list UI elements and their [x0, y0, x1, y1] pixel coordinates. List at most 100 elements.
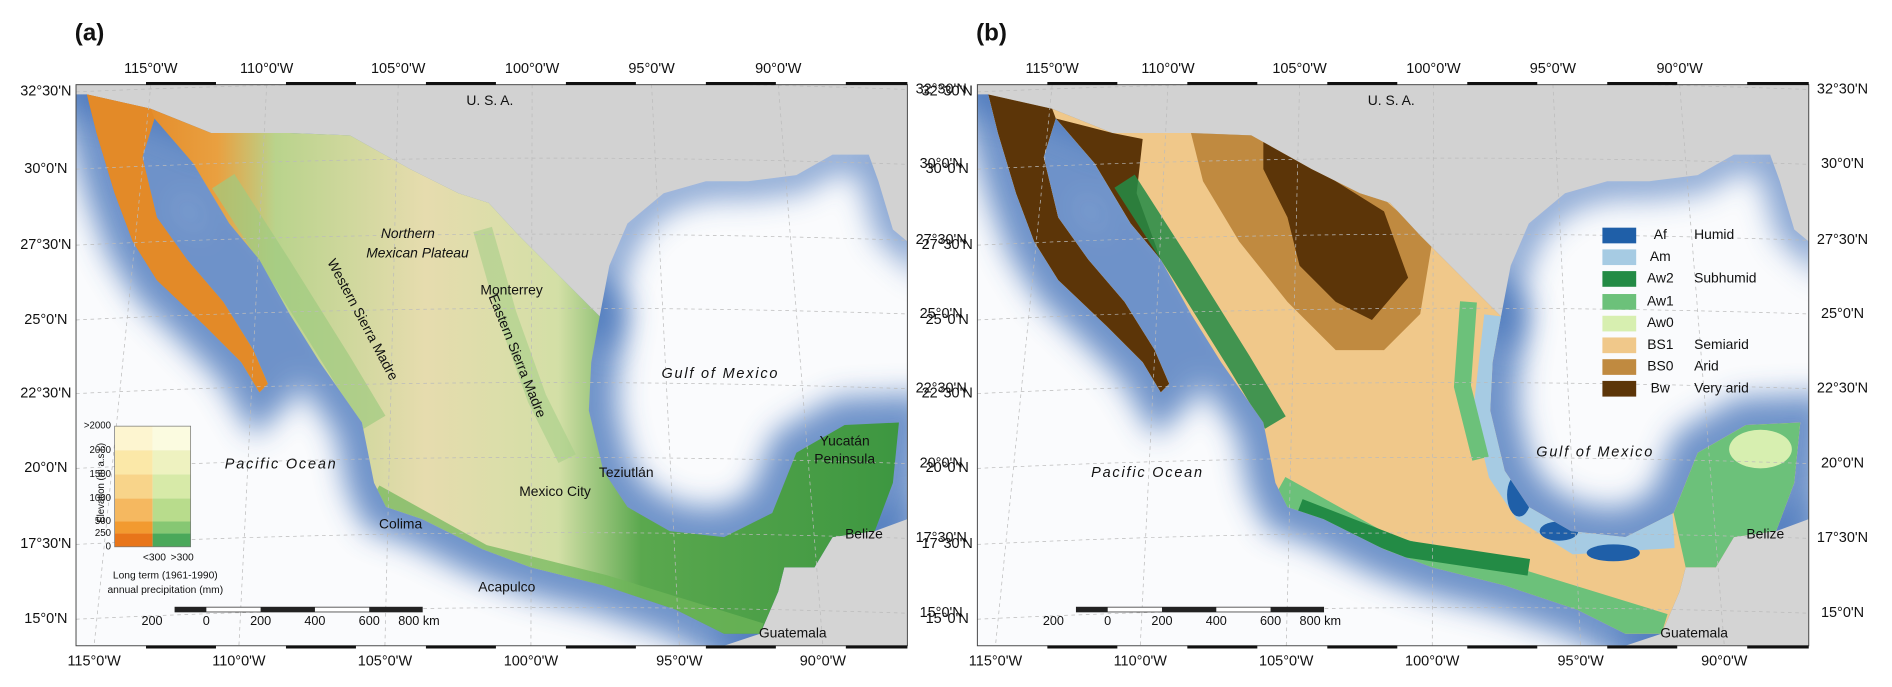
panel-label: (a)	[75, 19, 105, 46]
lon-tick-label: 110°0'W	[1141, 61, 1195, 77]
mexico-elevation	[86, 94, 899, 634]
lat-tick-label: 30°0'N	[1821, 156, 1864, 172]
legend-swatch	[1602, 249, 1637, 266]
lat-tick-label: 27°30'N	[20, 237, 71, 253]
scale-bar-segment	[174, 607, 207, 612]
lon-tick-label: 90°0'W	[755, 61, 802, 77]
legend-swatch	[152, 426, 191, 451]
place-label: Teziutlán	[599, 464, 654, 480]
graticule	[76, 84, 908, 93]
graticule	[76, 307, 908, 321]
central-america	[723, 519, 908, 646]
legend-swatch	[114, 450, 153, 475]
graticule	[76, 456, 908, 469]
place-label: U. S. A.	[466, 92, 513, 108]
lat-tick-label: 15°0'N	[24, 611, 67, 627]
scale-label: 600	[1260, 614, 1281, 628]
lon-tick-label: 90°0'W	[1656, 61, 1703, 77]
map-panel: (b) 115°0'W 110°0'W 105°0'W 100°0'W 95°0'W 90°…	[922, 19, 1869, 669]
place-label: Belize	[1746, 525, 1784, 541]
lat-tick-label: 27°30'N	[916, 232, 967, 248]
graticule	[76, 607, 908, 620]
legend-swatch	[152, 450, 191, 475]
place-label: Yucatán	[820, 432, 870, 448]
scale-label: 800 km	[398, 614, 440, 628]
lon-tick-label: 105°0'W	[358, 653, 413, 669]
place-label: Mexican Plateau	[366, 244, 469, 260]
map	[977, 84, 1809, 646]
zone-very-arid	[1055, 118, 1161, 260]
graticule	[977, 607, 1809, 620]
legend-swatch	[1602, 271, 1637, 287]
lat-tick-label: 32°30'N	[20, 84, 71, 100]
legend-caption: Long term (1961-1990)	[113, 570, 218, 581]
usa	[76, 84, 908, 317]
lon-tick-label: 95°0'W	[1530, 61, 1577, 77]
scale-label: 200	[1043, 614, 1064, 628]
lat-tick-label: 32°30'N	[922, 84, 973, 100]
lat-tick-label: 22°30'N	[20, 385, 71, 401]
place-label: Mexico City	[519, 483, 591, 499]
legend-swatch	[1602, 227, 1637, 244]
legend-code: Am	[1650, 248, 1671, 264]
lat-tick-label: 20°0'N	[1821, 455, 1864, 471]
scale-label: 800 km	[1300, 614, 1342, 628]
lon-tick-label: 105°0'W	[371, 61, 426, 77]
zone-very-arid	[988, 94, 1170, 393]
legend-swatch	[1602, 337, 1637, 354]
lat-tick-label: 17°30'N	[922, 536, 973, 552]
scale-bar-segment	[260, 607, 315, 612]
lat-tick-label: 30°0'N	[920, 156, 963, 172]
legend-group: Semiarid	[1694, 336, 1749, 352]
legend-swatch	[114, 498, 153, 522]
scale-label: 200	[1151, 614, 1172, 628]
zone-subhumid	[1296, 499, 1531, 576]
scale-bar-segment	[1270, 607, 1324, 612]
scale-label: 600	[359, 614, 380, 628]
lon-tick-label: 100°0'W	[1406, 61, 1461, 77]
graticule	[977, 456, 1809, 469]
zone-gulf	[1453, 301, 1489, 461]
legend-level: >2000	[84, 421, 111, 432]
lat-tick-label: 20°0'N	[920, 455, 963, 471]
legend-level: 1500	[90, 469, 111, 480]
scale-label: 200	[250, 614, 271, 628]
lat-tick-label: 27°30'N	[922, 237, 973, 253]
place-label: Northern	[381, 225, 435, 241]
lon-tick-label: 95°0'W	[656, 653, 703, 669]
legend-swatch	[152, 474, 191, 499]
baja-elevation	[86, 94, 268, 393]
scale-bar-segment	[369, 607, 423, 612]
lat-tick-label: 20°0'N	[926, 460, 969, 476]
place-label: Acapulco	[478, 578, 535, 594]
scale-label: 0	[203, 614, 210, 628]
zone-humid	[1586, 544, 1640, 562]
place-label: Gulf of Mexico	[1536, 445, 1654, 461]
legend-code: BS0	[1647, 358, 1673, 374]
map-panel: (a) 115°0'W 110°0'W 105°0'W 100°0'W 95°0'W 90°…	[20, 19, 967, 669]
zone-very-arid	[1263, 135, 1409, 320]
mexico-climate	[988, 94, 1801, 634]
lat-tick-label: 27°30'N	[1817, 232, 1868, 248]
lon-tick-label: 90°0'W	[1701, 653, 1748, 669]
scale-label: 400	[304, 614, 325, 628]
graticule	[76, 233, 908, 246]
lat-tick-label: 20°0'N	[24, 460, 67, 476]
legend-code: Bw	[1651, 379, 1671, 395]
legend-swatch	[114, 426, 153, 451]
lon-tick-label: 115°0'W	[67, 653, 121, 669]
usa	[977, 84, 1809, 317]
legend-precip: >300	[171, 552, 194, 563]
lat-tick-label: 22°30'N	[922, 385, 973, 401]
legend-group: Humid	[1694, 226, 1734, 242]
florida	[1770, 154, 1809, 242]
lat-tick-label: 32°30'N	[916, 81, 967, 97]
legend-level: 2000	[90, 445, 111, 456]
scale-label: 0	[1104, 614, 1111, 628]
lat-tick-label: 17°30'N	[20, 536, 71, 552]
legend-swatch	[1602, 359, 1637, 375]
graticule	[76, 532, 908, 545]
legend-level: 250	[95, 528, 111, 539]
graticule	[977, 233, 1809, 246]
legend-group: Subhumid	[1694, 270, 1756, 286]
